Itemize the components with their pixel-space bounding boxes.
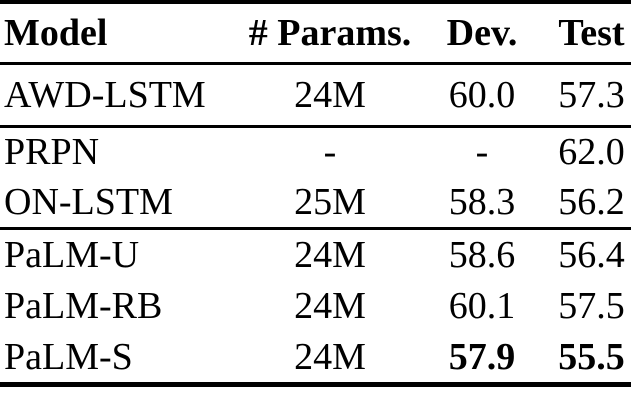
model-name-cell: PaLM-S (4, 335, 133, 378)
table-row: PaLM-RB 24M 60.1 57.5 (0, 280, 631, 332)
model-name-cell: AWD-LSTM (4, 73, 206, 116)
test-score-cell: 57.3 (558, 73, 625, 116)
results-table-grid: Model # Params. Dev. Test AWD-LSTM 24M 6… (0, 0, 631, 387)
test-score-cell: 56.4 (558, 233, 625, 276)
test-score-cell-best: 55.5 (558, 335, 625, 378)
table-row: ON-LSTM 25M 58.3 56.2 (0, 177, 631, 228)
results-table: Model # Params. Dev. Test AWD-LSTM 24M 6… (0, 0, 631, 387)
col-header-test: Test (558, 11, 625, 54)
section-awd-lstm: AWD-LSTM 24M 60.0 57.3 (0, 63, 631, 126)
model-name-cell: PaLM-RB (4, 285, 163, 327)
dev-score-cell: 60.0 (448, 73, 516, 116)
params-cell: 24M (294, 73, 366, 116)
params-cell: 24M (294, 335, 366, 378)
test-score-cell: 62.0 (558, 131, 625, 174)
header-row: Model # Params. Dev. Test (0, 2, 631, 63)
dev-score-cell: - (475, 131, 489, 174)
table-row: PRPN - - 62.0 (0, 126, 631, 177)
table-row: AWD-LSTM 24M 60.0 57.3 (0, 63, 631, 126)
col-header-model: Model (4, 11, 108, 54)
model-name-cell: PRPN (4, 131, 100, 174)
params-cell: - (323, 131, 337, 174)
table-row: PaLM-U 24M 58.6 56.4 (0, 228, 631, 280)
params-cell: 24M (294, 285, 366, 327)
table-row: PaLM-S 24M 57.9 55.5 (0, 332, 631, 384)
dev-score-cell: 58.6 (448, 233, 516, 276)
section-palm-variants: PaLM-U 24M 58.6 56.4 PaLM-RB 24M 60.1 57… (0, 228, 631, 384)
dev-score-cell-best: 57.9 (448, 335, 516, 378)
test-score-cell: 56.2 (558, 180, 625, 223)
params-cell: 24M (294, 233, 366, 276)
test-score-cell: 57.5 (558, 285, 625, 327)
params-cell: 25M (294, 180, 366, 223)
col-header-dev: Dev. (446, 11, 518, 54)
col-header-params: # Params. (248, 11, 412, 54)
table-header: Model # Params. Dev. Test (0, 2, 631, 63)
dev-score-cell: 60.1 (448, 285, 516, 327)
model-name-cell: ON-LSTM (4, 180, 173, 223)
section-baselines: PRPN - - 62.0 ON-LSTM 25M 58.3 56.2 (0, 126, 631, 228)
model-name-cell: PaLM-U (4, 233, 140, 276)
dev-score-cell: 58.3 (448, 180, 516, 223)
